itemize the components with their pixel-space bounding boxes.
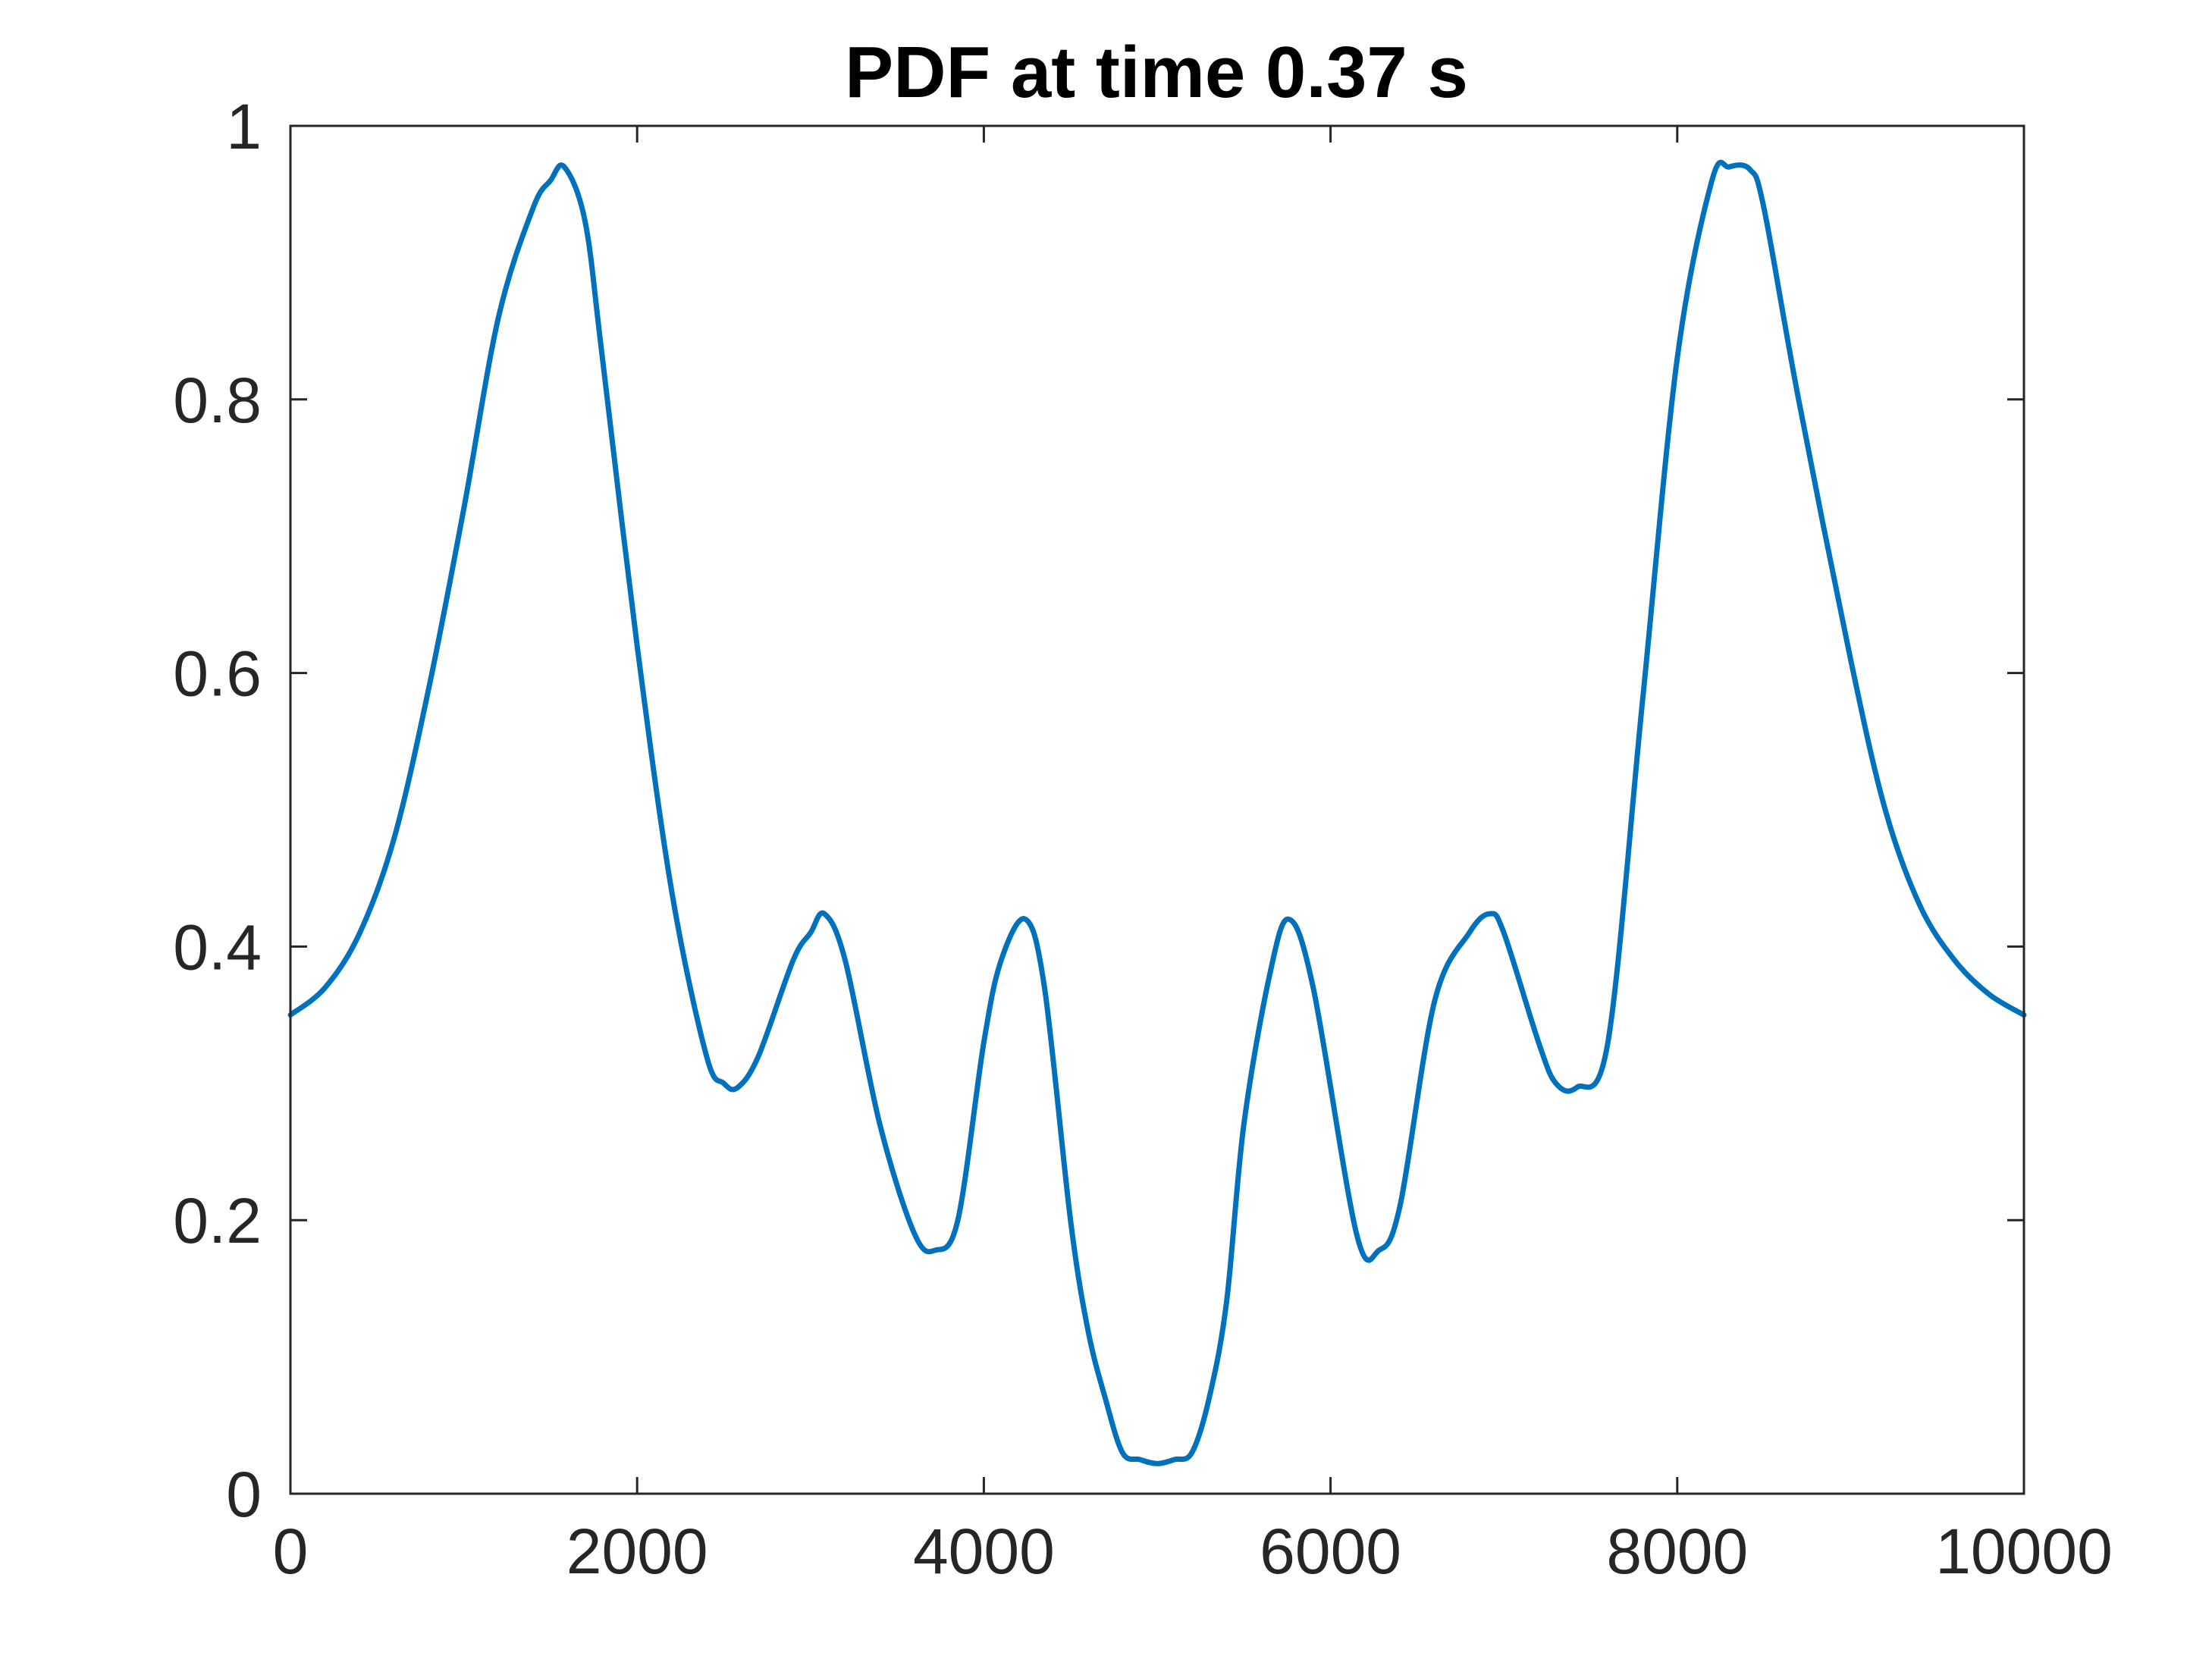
series-line-0: [287, 159, 2027, 1466]
y-tick-label-0: 0: [226, 1459, 262, 1530]
axis-ticks: 0 2000 4000 6000 8000 10000 0 0.2 0.4 0.6 0.8 1: [173, 91, 2113, 1587]
y-tick-label-2: 0.4: [173, 911, 262, 983]
x-tick-label-0: 0: [273, 1516, 309, 1587]
x-tick-label-4: 8000: [1606, 1516, 1748, 1587]
x-tick-label-3: 6000: [1260, 1516, 1401, 1587]
axes-frame: [289, 124, 2025, 1495]
y-tick-label-4: 0.8: [173, 365, 262, 436]
plot-area: [287, 159, 2027, 1466]
y-tick-label-1: 0.2: [173, 1185, 262, 1256]
x-tick-label-5: 10000: [1935, 1516, 2113, 1587]
y-tick-label-5: 1: [226, 91, 262, 162]
x-tick-label-2: 4000: [913, 1516, 1055, 1587]
chart-title: PDF at time 0.37 s: [845, 32, 1468, 113]
y-tick-label-3: 0.6: [173, 638, 262, 710]
x-tick-label-1: 2000: [566, 1516, 708, 1587]
